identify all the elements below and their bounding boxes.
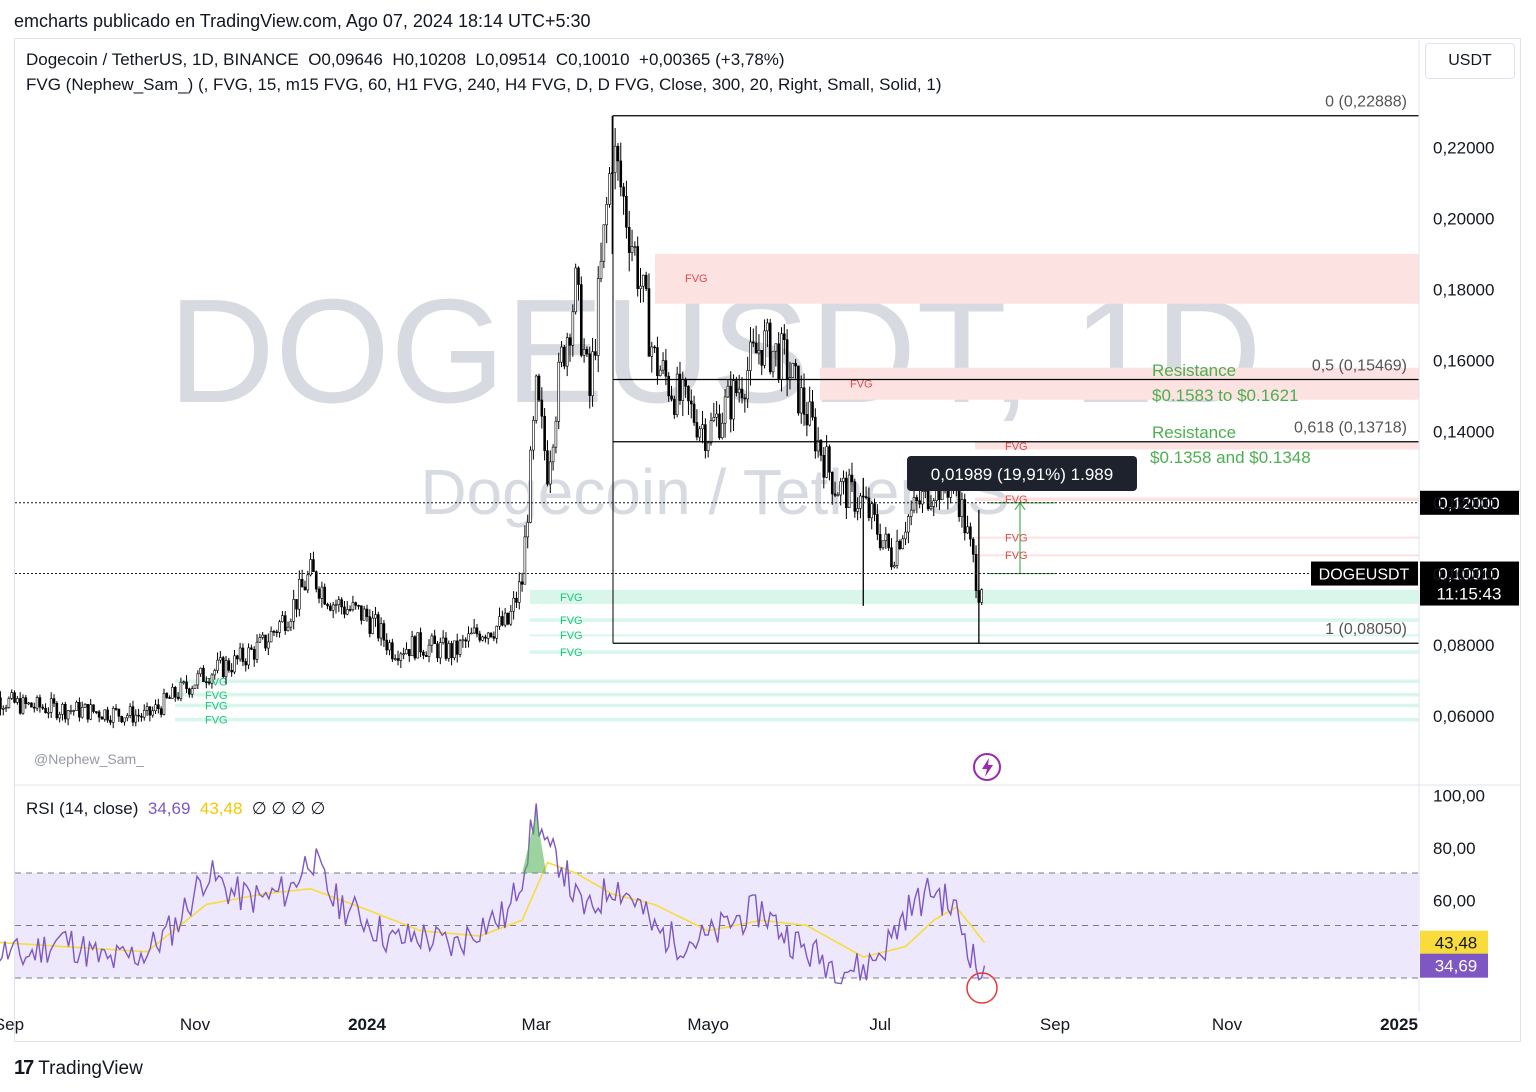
symbol-legend[interactable]: Dogecoin / TetherUS, 1D, BINANCE O0,0964… [26,50,785,69]
publish-header: emcharts publicado en TradingView.com, A… [14,11,591,31]
rsi-legend-name: RSI (14, close) [26,799,139,818]
footer-brand: 17 TradingView [14,1057,143,1080]
candle-body [4,707,8,709]
candle-body [7,698,11,708]
rsi-legend-ma: 43,48 [199,799,243,818]
candle-body [0,697,2,710]
tradingview-logo-icon: 17 [14,1057,34,1079]
candle-body [10,692,14,699]
footer-brand-name: TradingView [38,1057,143,1079]
candle-body [1,707,5,710]
chart-frame [14,38,1521,1042]
indicator-legend[interactable]: FVG (Nephew_Sam_) (, FVG, 15, m15 FVG, 6… [26,75,942,94]
rsi-legend-value: 34,69 [147,799,191,818]
rsi-legend[interactable]: RSI (14, close) 34,69 43,48 ∅ ∅ ∅ ∅ [26,799,325,819]
currency-button[interactable]: USDT [1425,43,1515,79]
rsi-legend-extras: ∅ ∅ ∅ ∅ [251,799,326,818]
